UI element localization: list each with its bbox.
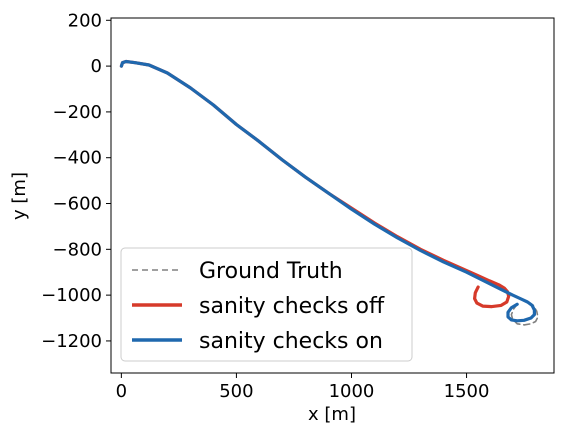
y-tick-label: −1000	[41, 285, 102, 306]
legend-label-2: sanity checks on	[199, 329, 383, 354]
y-tick-label: −600	[53, 194, 102, 215]
y-tick-label: −1200	[41, 331, 102, 352]
x-axis-ticks: 0 500 1000 1500	[116, 373, 490, 402]
legend-label-1: sanity checks off	[199, 294, 385, 319]
x-tick-label: 1500	[444, 381, 490, 402]
legend-box	[120, 247, 413, 362]
series-line-2	[119, 59, 536, 323]
y-tick-label: −200	[53, 102, 102, 123]
series-layer	[119, 59, 539, 326]
y-tick-label: 0	[91, 56, 102, 77]
x-tick-label: 0	[116, 381, 127, 402]
y-tick-label: 200	[68, 10, 102, 31]
y-axis-label: y [m]	[9, 172, 30, 220]
y-tick-label: −800	[53, 239, 102, 260]
x-axis-label: x [m]	[308, 404, 356, 424]
y-tick-label: −400	[53, 148, 102, 169]
legend-label-0: Ground Truth	[199, 259, 343, 284]
y-axis-ticks: 200 0 −200 −400 −600 −800 −1000 −1200	[41, 10, 111, 352]
legend: Ground Truth sanity checks off sanity chec…	[120, 247, 413, 362]
x-tick-label: 1000	[329, 381, 375, 402]
x-tick-label: 500	[219, 381, 253, 402]
plot-frame	[110, 17, 555, 374]
